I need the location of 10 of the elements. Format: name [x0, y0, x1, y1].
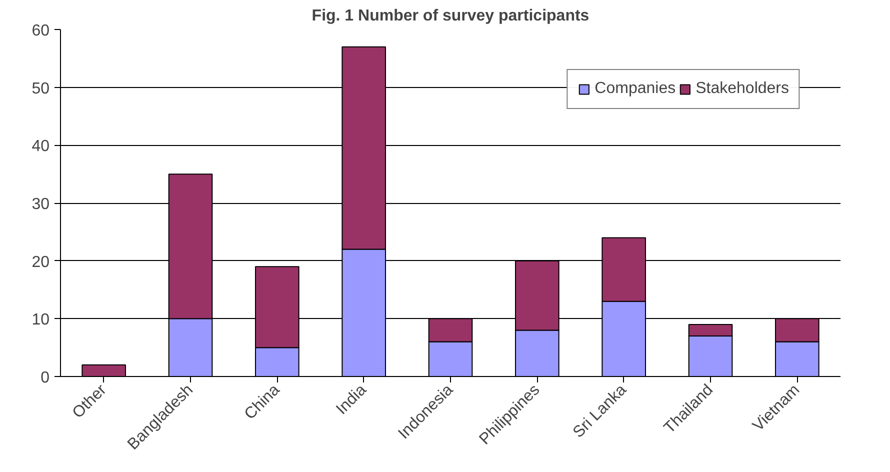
y-tick-label: 20: [32, 254, 50, 271]
legend-label: Companies: [594, 80, 676, 98]
y-tick-label: 30: [32, 196, 50, 213]
chart-title: Fig. 1 Number of survey participants: [312, 8, 590, 24]
y-tick-label: 60: [32, 22, 50, 40]
y-tick-label: 50: [32, 80, 50, 98]
y-tick-label: 40: [32, 138, 50, 156]
y-tick-label: 10: [32, 312, 50, 329]
y-tick-label: 0: [40, 370, 50, 386]
legend-label: Stakeholders: [696, 80, 789, 98]
